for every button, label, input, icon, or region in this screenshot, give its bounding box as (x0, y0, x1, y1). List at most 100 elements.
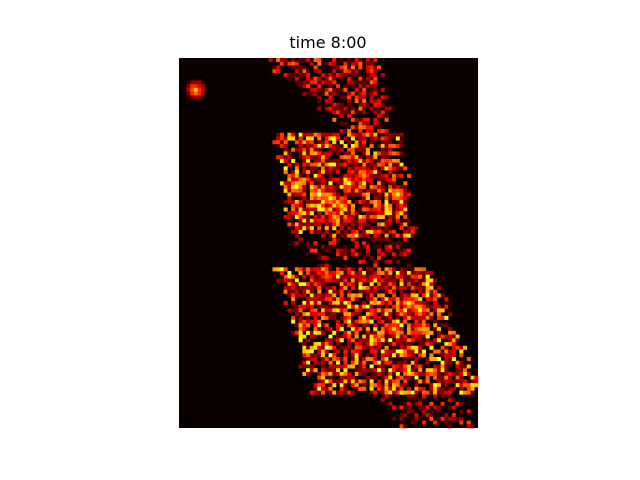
heatmap-cell (373, 121, 378, 126)
heatmap-cell (403, 304, 408, 309)
heatmap-cell (399, 211, 404, 216)
heatmap-cell (335, 308, 341, 313)
heatmap-cell (384, 334, 389, 339)
heatmap-cell (332, 158, 337, 163)
heatmap-cell (403, 383, 408, 388)
heatmap-cell (433, 327, 438, 332)
heatmap-cell (350, 293, 355, 298)
heatmap-cell (313, 177, 318, 182)
heatmap-cell (332, 315, 337, 320)
heatmap-cell (328, 271, 333, 276)
heatmap-cell (309, 211, 314, 216)
heatmap-cell (466, 409, 471, 414)
heatmap-cell (350, 278, 355, 283)
heatmap-cell (388, 342, 393, 347)
heatmap-cell (294, 233, 299, 238)
heatmap-cell (451, 386, 456, 391)
heatmap-cell (350, 166, 355, 171)
heatmap-cell (317, 390, 322, 395)
heatmap-cell (302, 342, 307, 347)
heatmap-cell (328, 192, 333, 197)
heatmap-cell (377, 143, 382, 148)
heatmap-cell (317, 192, 322, 197)
heatmap-cell (287, 132, 292, 137)
heatmap-cell (440, 360, 445, 365)
heatmap-cell (373, 338, 378, 343)
heatmap-cell (186, 95, 191, 100)
heatmap-cell (339, 188, 344, 193)
heatmap-cell (339, 58, 344, 63)
heatmap-cell (414, 379, 419, 384)
heatmap-cell (309, 353, 314, 358)
heatmap-cell (294, 229, 299, 234)
heatmap-cell (358, 319, 363, 324)
heatmap-cell (324, 200, 329, 205)
heatmap-cell (343, 192, 348, 197)
heatmap-cell (377, 233, 382, 238)
heatmap-cell (321, 218, 326, 223)
heatmap-cell (335, 185, 341, 190)
heatmap-cell (339, 300, 344, 305)
heatmap-cell (291, 297, 296, 302)
heatmap-cell (369, 69, 374, 74)
heatmap-cell (392, 143, 397, 148)
heatmap-cell (444, 360, 449, 365)
heatmap-cell (406, 342, 412, 347)
heatmap-cell (373, 278, 378, 283)
heatmap-cell (384, 297, 389, 302)
heatmap-cell (354, 117, 359, 122)
heatmap-cell (392, 267, 397, 272)
heatmap-cell (406, 300, 412, 305)
heatmap-cell (365, 315, 370, 320)
heatmap-cell (335, 188, 341, 193)
heatmap-cell (328, 177, 333, 182)
heatmap-cell (313, 80, 318, 85)
heatmap-cell (313, 69, 318, 74)
heatmap-cell (321, 196, 326, 201)
heatmap-cell (193, 84, 198, 89)
heatmap-cell (324, 274, 329, 279)
heatmap-cell (362, 285, 367, 291)
heatmap-cell (339, 282, 344, 287)
heatmap-cell (373, 185, 378, 190)
heatmap-cell (388, 181, 393, 186)
heatmap-cell (276, 155, 281, 160)
heatmap-cell (287, 151, 292, 156)
heatmap-cell (373, 102, 378, 107)
heatmap-cell (373, 356, 378, 362)
heatmap-cell (388, 334, 393, 339)
heatmap-cell (324, 166, 329, 171)
heatmap-cell (354, 342, 359, 347)
heatmap-cell (463, 371, 468, 376)
heatmap-cell (321, 91, 326, 96)
heatmap-cell (421, 293, 426, 298)
heatmap-cell (421, 386, 426, 391)
heatmap-cell (365, 188, 370, 193)
heatmap-cell (324, 87, 329, 92)
heatmap-cell (302, 162, 307, 167)
heatmap-cell (388, 312, 393, 317)
heatmap-cell (339, 214, 344, 220)
heatmap-cell (302, 196, 307, 201)
heatmap-cell (388, 323, 393, 328)
heatmap-cell (436, 349, 441, 354)
heatmap-cell (474, 383, 479, 388)
heatmap-cell (321, 278, 326, 283)
heatmap-cell (332, 196, 337, 201)
heatmap-cell (436, 308, 441, 313)
heatmap-cell (444, 342, 449, 347)
heatmap-cell (343, 319, 348, 324)
heatmap-cell (343, 297, 348, 302)
heatmap-cell (470, 390, 475, 395)
heatmap-cell (309, 136, 314, 141)
heatmap-cell (279, 58, 284, 63)
heatmap-cell (380, 129, 385, 134)
heatmap-cell (421, 300, 426, 305)
heatmap-cell (463, 390, 468, 395)
heatmap-cell (373, 65, 378, 70)
heatmap-cell (388, 379, 393, 384)
heatmap-cell (268, 58, 273, 63)
heatmap-cell (365, 192, 370, 197)
heatmap-cell (354, 177, 359, 182)
heatmap-cell (306, 319, 311, 324)
